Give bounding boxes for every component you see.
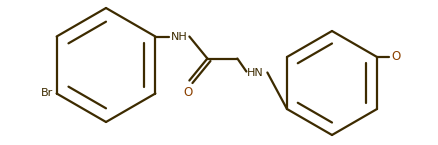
Text: O: O (391, 50, 400, 64)
Text: O: O (184, 86, 193, 98)
Text: HN: HN (247, 68, 264, 77)
Text: NH: NH (171, 31, 188, 41)
Text: Br: Br (40, 88, 53, 98)
